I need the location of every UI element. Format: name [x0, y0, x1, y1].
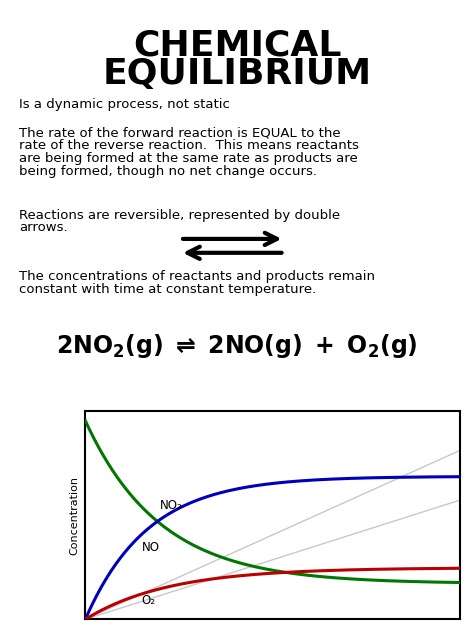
- Text: NO₂: NO₂: [160, 499, 183, 512]
- Text: O₂: O₂: [141, 595, 155, 607]
- Text: constant with time at constant temperature.: constant with time at constant temperatu…: [19, 283, 316, 296]
- Text: being formed, though no net change occurs.: being formed, though no net change occur…: [19, 165, 317, 178]
- Text: Is a dynamic process, not static: Is a dynamic process, not static: [19, 98, 230, 111]
- Y-axis label: Concentration: Concentration: [70, 475, 80, 555]
- Text: The rate of the forward reaction is EQUAL to the: The rate of the forward reaction is EQUA…: [19, 126, 341, 140]
- Text: $\bf{2NO_2(g)\ \rightleftharpoons\ 2NO(g)\ +\ O_2(g)}$: $\bf{2NO_2(g)\ \rightleftharpoons\ 2NO(g…: [56, 332, 418, 360]
- Text: are being formed at the same rate as products are: are being formed at the same rate as pro…: [19, 152, 358, 165]
- Text: EQUILIBRIUM: EQUILIBRIUM: [102, 57, 372, 91]
- Text: NO: NO: [141, 541, 159, 554]
- Text: Reactions are reversible, represented by double: Reactions are reversible, represented by…: [19, 209, 340, 222]
- Text: arrows.: arrows.: [19, 221, 68, 234]
- Text: rate of the reverse reaction.  This means reactants: rate of the reverse reaction. This means…: [19, 139, 359, 152]
- Text: The concentrations of reactants and products remain: The concentrations of reactants and prod…: [19, 270, 375, 284]
- Text: CHEMICAL: CHEMICAL: [133, 28, 341, 63]
